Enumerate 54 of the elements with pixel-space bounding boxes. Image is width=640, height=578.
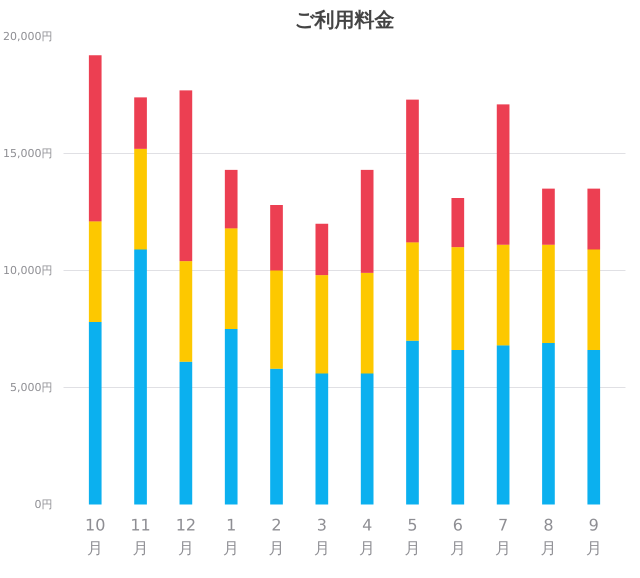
bar [451, 247, 464, 350]
bar [496, 104, 510, 245]
bar [496, 345, 510, 504]
bar [134, 249, 147, 504]
bar [134, 97, 147, 149]
bar [542, 343, 555, 504]
bar [542, 188, 555, 245]
bar [88, 322, 102, 504]
x-tick-label: 12 月 [176, 516, 196, 558]
bar [134, 148, 147, 250]
bar [88, 55, 102, 222]
bar [406, 340, 419, 504]
bar [270, 368, 283, 504]
chart-title: ご利用料金 [294, 8, 394, 32]
y-tick-label: 10,000円 [3, 264, 53, 277]
x-tick-label: 3 月 [314, 516, 330, 558]
bar [587, 249, 600, 350]
bar [451, 350, 464, 504]
x-tick-label: 7 月 [495, 516, 512, 558]
x-tick-label: 11 月 [130, 516, 151, 558]
bar [180, 90, 192, 262]
y-tick-label: 15,000円 [3, 147, 53, 160]
bar [406, 100, 419, 242]
bar [315, 275, 328, 374]
x-tick-label: 1 月 [223, 516, 240, 558]
bar [360, 272, 374, 374]
x-tick-label: 2 月 [268, 516, 285, 558]
bar [315, 373, 328, 504]
bar [270, 270, 283, 369]
x-tick-label: 8 月 [540, 516, 556, 558]
bar [360, 170, 374, 273]
x-tick-label: 5 月 [404, 516, 420, 558]
bar [542, 244, 555, 344]
bar [270, 204, 283, 270]
x-tick-label: 9 月 [586, 516, 602, 558]
bar [224, 228, 238, 329]
bar [88, 221, 102, 322]
bar [224, 329, 238, 504]
bar [496, 244, 510, 346]
y-tick-label: 20,000円 [3, 30, 53, 43]
bar [224, 170, 238, 228]
y-tick-label: 5,000円 [10, 381, 53, 394]
bar [180, 362, 192, 504]
bar [360, 373, 374, 504]
x-tick-label: 4 月 [359, 516, 376, 558]
x-tick-label: 6 月 [450, 516, 466, 558]
bar [587, 350, 600, 504]
bar [587, 188, 600, 250]
bar [451, 198, 464, 248]
y-tick-label: 0円 [34, 498, 52, 511]
bar [180, 261, 192, 362]
x-tick-label: 10 月 [85, 516, 106, 558]
bar [406, 242, 419, 341]
bar [315, 224, 328, 276]
